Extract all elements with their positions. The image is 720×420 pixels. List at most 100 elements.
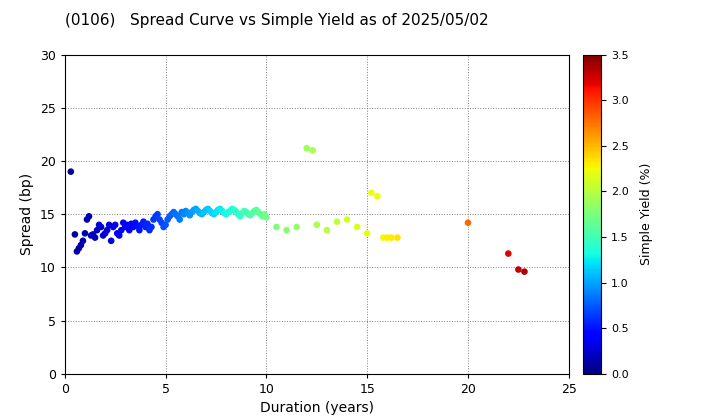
Point xyxy=(87,231,99,238)
Point xyxy=(503,250,514,257)
Point xyxy=(518,268,530,275)
Point xyxy=(142,220,153,227)
Point xyxy=(307,147,318,154)
Point xyxy=(79,230,91,237)
Point xyxy=(235,213,246,220)
Point xyxy=(253,209,264,215)
Point xyxy=(256,213,268,220)
Point xyxy=(311,221,323,228)
Point xyxy=(190,205,202,212)
Point xyxy=(220,211,232,218)
Point xyxy=(225,207,236,214)
Point xyxy=(132,223,143,229)
Point xyxy=(75,241,86,248)
Point xyxy=(91,227,103,234)
Point xyxy=(222,209,234,215)
Point xyxy=(382,234,393,241)
Point xyxy=(291,223,302,230)
Point xyxy=(513,266,524,273)
Point xyxy=(228,207,240,213)
Point xyxy=(170,211,181,218)
Point xyxy=(158,223,169,230)
Point xyxy=(99,230,111,237)
Point xyxy=(156,219,167,226)
Point xyxy=(162,216,174,223)
Point xyxy=(341,216,353,223)
Point xyxy=(198,209,210,215)
Point xyxy=(164,213,176,220)
Point xyxy=(246,210,258,216)
Point xyxy=(212,207,224,213)
Point xyxy=(104,221,115,228)
Point xyxy=(73,245,85,252)
Point xyxy=(77,237,89,244)
Point xyxy=(261,214,272,221)
Point xyxy=(102,227,113,234)
Point xyxy=(200,207,212,213)
Point xyxy=(245,212,256,219)
Point xyxy=(145,223,157,230)
Point xyxy=(84,213,95,220)
Point xyxy=(206,210,217,216)
Point xyxy=(97,232,109,239)
Point xyxy=(188,207,199,213)
Point xyxy=(251,207,262,213)
Point xyxy=(182,210,194,216)
Point xyxy=(186,209,197,215)
Y-axis label: Simple Yield (%): Simple Yield (%) xyxy=(640,163,653,265)
Point xyxy=(124,227,135,234)
Point xyxy=(194,210,206,216)
Point xyxy=(392,234,403,241)
Point xyxy=(125,220,137,227)
Point xyxy=(243,211,254,218)
Point xyxy=(138,218,149,225)
Point xyxy=(115,227,127,234)
Point xyxy=(377,234,389,241)
X-axis label: Duration (years): Duration (years) xyxy=(260,402,374,415)
Point xyxy=(168,209,179,215)
Point xyxy=(94,221,105,228)
Point xyxy=(160,221,171,228)
Point xyxy=(117,219,129,226)
Point xyxy=(134,227,145,234)
Point xyxy=(281,227,292,234)
Point xyxy=(216,207,228,214)
Point xyxy=(226,205,238,212)
Point xyxy=(176,209,187,215)
Point xyxy=(130,219,141,226)
Point xyxy=(154,216,166,223)
Point xyxy=(351,223,363,230)
Point xyxy=(135,221,147,228)
Point xyxy=(120,223,131,230)
Point xyxy=(230,209,242,215)
Point xyxy=(196,211,207,218)
Point xyxy=(372,193,383,199)
Point xyxy=(148,216,159,223)
Point xyxy=(69,231,81,238)
Point xyxy=(122,221,133,228)
Point xyxy=(65,168,76,175)
Point xyxy=(172,213,184,220)
Point xyxy=(331,218,343,225)
Point xyxy=(218,210,230,216)
Point xyxy=(180,207,192,214)
Point xyxy=(271,223,282,230)
Text: (0106)   Spread Curve vs Simple Yield as of 2025/05/02: (0106) Spread Curve vs Simple Yield as o… xyxy=(65,13,488,28)
Point xyxy=(71,248,83,255)
Point xyxy=(204,207,216,214)
Point xyxy=(301,145,312,152)
Point xyxy=(202,205,214,212)
Point xyxy=(152,211,163,218)
Point xyxy=(215,205,226,212)
Point xyxy=(366,189,377,196)
Point xyxy=(233,211,244,218)
Point xyxy=(174,216,186,223)
Point xyxy=(255,211,266,218)
Point xyxy=(238,207,250,214)
Point xyxy=(236,210,248,216)
Point xyxy=(109,221,121,228)
Point xyxy=(192,207,204,214)
Y-axis label: Spread (bp): Spread (bp) xyxy=(20,173,35,255)
Point xyxy=(462,219,474,226)
Point xyxy=(140,223,151,230)
